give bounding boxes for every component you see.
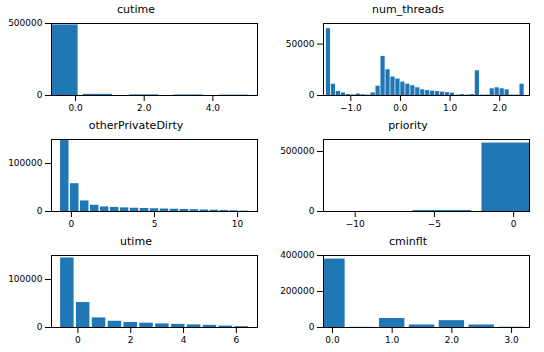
svg-text:10: 10 bbox=[232, 219, 244, 229]
svg-text:50000: 50000 bbox=[286, 39, 315, 49]
svg-text:1.0: 1.0 bbox=[443, 103, 458, 113]
svg-text:500000: 500000 bbox=[8, 18, 43, 28]
svg-text:4: 4 bbox=[181, 335, 187, 345]
svg-text:2.0: 2.0 bbox=[493, 103, 508, 113]
html-text:num_threads: num_threads bbox=[372, 3, 444, 16]
svg-text:100000: 100000 bbox=[8, 158, 43, 168]
svg-text:0: 0 bbox=[309, 90, 315, 100]
svg-text:−5: −5 bbox=[428, 219, 441, 229]
svg-text:2.0: 2.0 bbox=[445, 335, 460, 345]
html-text:otherPrivateDirty: otherPrivateDirty bbox=[88, 119, 184, 132]
svg-text:0: 0 bbox=[69, 219, 75, 229]
svg-text:100000: 100000 bbox=[8, 274, 43, 284]
svg-text:0: 0 bbox=[309, 206, 315, 216]
svg-text:5: 5 bbox=[152, 219, 158, 229]
svg-text:3.0: 3.0 bbox=[504, 335, 519, 345]
svg-text:−1.0: −1.0 bbox=[340, 103, 362, 113]
svg-text:1.0: 1.0 bbox=[385, 335, 400, 345]
svg-text:0.0: 0.0 bbox=[68, 103, 83, 113]
svg-text:2.0: 2.0 bbox=[137, 103, 152, 113]
html-text:utime: utime bbox=[120, 235, 152, 248]
html-text:priority: priority bbox=[388, 119, 428, 132]
svg-text:400000: 400000 bbox=[280, 250, 315, 260]
svg-text:0.0: 0.0 bbox=[325, 335, 340, 345]
svg-text:200000: 200000 bbox=[280, 286, 315, 296]
html-text:cutime: cutime bbox=[117, 3, 155, 16]
svg-text:0: 0 bbox=[37, 322, 43, 332]
svg-text:0: 0 bbox=[511, 219, 517, 229]
svg-text:0.0: 0.0 bbox=[393, 103, 408, 113]
svg-text:0: 0 bbox=[75, 335, 81, 345]
svg-text:0: 0 bbox=[37, 90, 43, 100]
svg-text:500000: 500000 bbox=[280, 146, 315, 156]
svg-text:0: 0 bbox=[37, 206, 43, 216]
html-text:cminflt: cminflt bbox=[389, 235, 427, 248]
svg-text:4.0: 4.0 bbox=[206, 103, 221, 113]
svg-text:6: 6 bbox=[234, 335, 240, 345]
svg-text:2: 2 bbox=[128, 335, 134, 345]
svg-text:0: 0 bbox=[309, 322, 315, 332]
svg-text:−10: −10 bbox=[346, 219, 365, 229]
